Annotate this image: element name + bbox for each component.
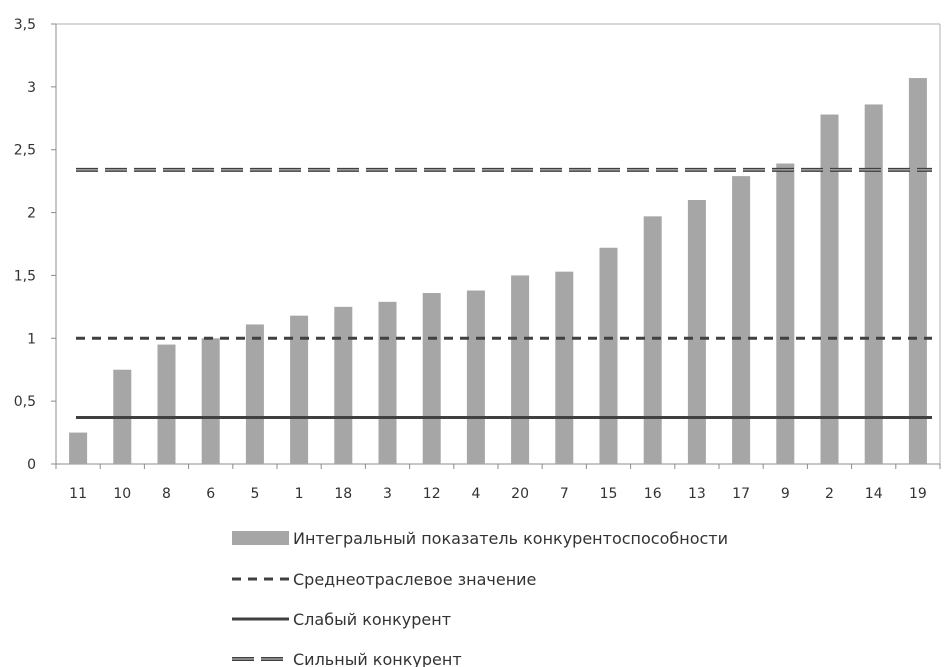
legend-swatch-bar	[232, 531, 289, 545]
y-tick-label: 2	[27, 206, 36, 222]
x-tick-label: 6	[206, 486, 215, 502]
bar	[864, 104, 883, 464]
x-tick-label: 14	[865, 486, 883, 502]
bar	[643, 216, 662, 464]
x-tick-label: 18	[334, 486, 352, 502]
y-tick-label: 0,5	[14, 394, 36, 410]
bars	[69, 78, 927, 465]
bar	[687, 200, 706, 464]
bar	[776, 163, 795, 465]
x-tick-label: 11	[69, 486, 87, 502]
bar	[466, 290, 485, 464]
x-tick-label: 4	[471, 486, 480, 502]
y-tick-label: 2,5	[14, 143, 36, 159]
y-tick-label: 3,5	[14, 17, 36, 33]
bar	[201, 338, 220, 464]
legend-label-average: Среднеотраслевое значение	[293, 570, 536, 589]
y-tick-label: 0	[27, 457, 36, 473]
x-tick-label: 8	[162, 486, 171, 502]
bar	[334, 306, 353, 464]
legend-label-integral: Интегральный показатель конкурентоспособ…	[293, 529, 728, 548]
x-tick-label: 2	[825, 486, 834, 502]
x-tick-label: 20	[511, 486, 529, 502]
bar	[69, 432, 88, 464]
x-tick-label: 13	[688, 486, 706, 502]
legend: Интегральный показатель конкурентоспособ…	[232, 529, 728, 667]
reference-lines	[76, 167, 932, 419]
x-tick-label: 9	[781, 486, 790, 502]
x-tick-label: 12	[423, 486, 441, 502]
x-tick-label: 7	[560, 486, 569, 502]
bar	[422, 293, 441, 464]
bar	[732, 176, 751, 464]
y-axis: 0 0,5 1 1,5 2 2,5 3 3,5	[14, 17, 57, 473]
x-tick-label: 3	[383, 486, 392, 502]
bar	[599, 247, 618, 464]
x-axis: 11 10 8 6 5 1 18 3 12 4 20 7 15 16 13 17 9 2 14 19	[55, 463, 941, 502]
bar	[511, 275, 530, 464]
bar	[820, 114, 839, 464]
x-tick-label: 19	[909, 486, 927, 502]
bar	[157, 344, 176, 464]
bar	[555, 271, 574, 464]
x-tick-label: 5	[250, 486, 259, 502]
plot-area	[56, 23, 941, 464]
x-tick-label: 1	[295, 486, 304, 502]
bar	[908, 78, 927, 465]
x-tick-label: 15	[600, 486, 618, 502]
bar	[290, 315, 309, 464]
x-tick-label: 17	[732, 486, 750, 502]
y-tick-label: 1,5	[14, 268, 36, 284]
legend-label-strong: Сильный конкурент	[293, 650, 462, 667]
y-tick-label: 3	[27, 80, 36, 96]
bar	[245, 324, 264, 464]
y-tick-label: 1	[27, 331, 36, 347]
x-tick-label: 16	[644, 486, 662, 502]
bar	[378, 301, 397, 464]
legend-label-weak: Слабый конкурент	[293, 610, 451, 629]
x-tick-label: 10	[113, 486, 131, 502]
